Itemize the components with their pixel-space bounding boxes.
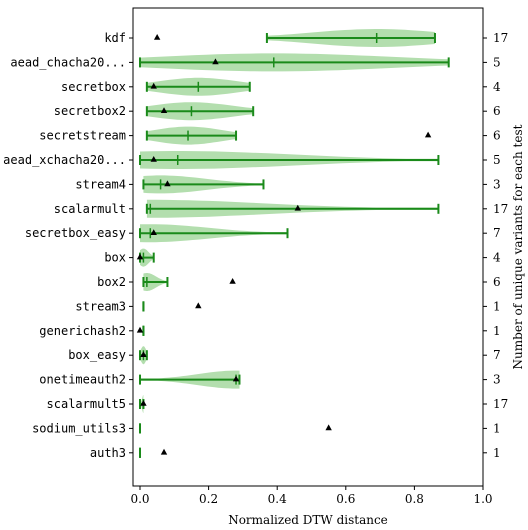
triangle-marker-box_easy [140,351,147,357]
x-tick-label: 1.0 [473,492,492,506]
triangle-marker-box [136,253,144,260]
y-tick-label-scalarmult: scalarmult [54,202,126,216]
y-tick-label-scalarmult5: scalarmult5 [47,397,126,411]
x-axis-label: Normalized DTW distance [228,513,388,527]
range-layer [139,33,450,458]
variant-count-kdf: 17 [493,31,508,45]
triangle-marker-box2 [229,278,236,284]
triangle-marker-stream4 [164,180,171,187]
x-tick-label: 0.8 [405,492,424,506]
variant-count-auth3: 1 [493,446,501,460]
variant-count-secretbox_easy: 7 [493,226,501,240]
variant-count-scalarmult5: 17 [493,397,508,411]
y-tick-label-aead_chacha20...: aead_chacha20... [10,55,126,69]
triangle-marker-aead_chacha20... [212,58,219,65]
variant-count-secretbox2: 6 [493,104,501,118]
x-tick-layer: 0.0 0.2 0.4 0.6 0.8 1.0 [130,486,493,506]
right-axis-label: Number of unique variants for each test [511,124,525,369]
y-tick-label-box2: box2 [97,275,126,289]
x-tick-label: 0.6 [336,492,355,506]
triangle-marker-generichash2 [136,326,144,333]
x-tick-label: 0.4 [268,492,287,506]
triangle-marker-secretbox2 [160,107,168,113]
y-tick-label-sodium_utils3: sodium_utils3 [32,421,126,435]
triangle-marker-sodium_utils3 [325,424,332,431]
variant-count-secretstream: 6 [493,129,501,143]
y-tick-label-box: box [104,251,126,265]
variant-count-stream3: 1 [493,299,501,313]
triangle-marker-scalarmult [294,204,301,211]
y-tick-label-stream4: stream4 [75,177,126,191]
y-tick-label-stream3: stream3 [75,299,126,313]
variant-count-scalarmult: 17 [493,202,508,216]
y-tick-label-aead_xchacha20...: aead_xchacha20... [3,153,126,167]
y-tick-layer: kdf aead_chacha20... secretbox secretbox2 se… [3,31,133,460]
variant-count-aead_xchacha20...: 5 [493,153,501,167]
y-tick-label-onetimeauth2: onetimeauth2 [39,373,126,387]
x-tick-label: 0.0 [130,492,149,506]
y-tick-label-secretbox: secretbox [61,80,126,94]
y-tick-label-auth3: auth3 [90,446,126,460]
marker-layer [136,34,432,455]
triangle-marker-secretbox_easy [150,229,157,235]
triangle-marker-secretstream [424,131,432,138]
y-tick-label-secretbox_easy: secretbox_easy [25,226,126,240]
triangle-marker-stream3 [195,302,202,309]
variant-count-sodium_utils3: 1 [493,421,501,435]
y-tick-label-secretbox2: secretbox2 [54,104,126,118]
triangle-marker-onetimeauth2 [232,375,240,382]
variant-count-box_easy: 7 [493,348,501,362]
variant-count-onetimeauth2: 3 [493,373,501,387]
triangle-marker-scalarmult5 [140,400,147,406]
variant-count-aead_chacha20...: 5 [493,55,501,69]
y-tick-label-kdf: kdf [104,31,126,45]
y-tick-label-generichash2: generichash2 [39,324,126,338]
variant-count-generichash2: 1 [493,324,501,338]
y-tick-label-box_easy: box_easy [68,348,126,362]
variant-count-secretbox: 4 [493,80,501,94]
y-tick-label-secretstream: secretstream [39,129,126,143]
triangle-marker-auth3 [160,448,168,455]
x-tick-label: 0.2 [199,492,218,506]
variant-count-box: 4 [493,251,501,265]
triangle-marker-secretbox [150,82,157,89]
plot-frame [132,7,484,487]
triangle-marker-kdf [153,34,161,40]
variant-count-box2: 6 [493,275,501,289]
triangle-marker-aead_xchacha20... [150,156,157,162]
variant-count-stream4: 3 [493,177,501,191]
